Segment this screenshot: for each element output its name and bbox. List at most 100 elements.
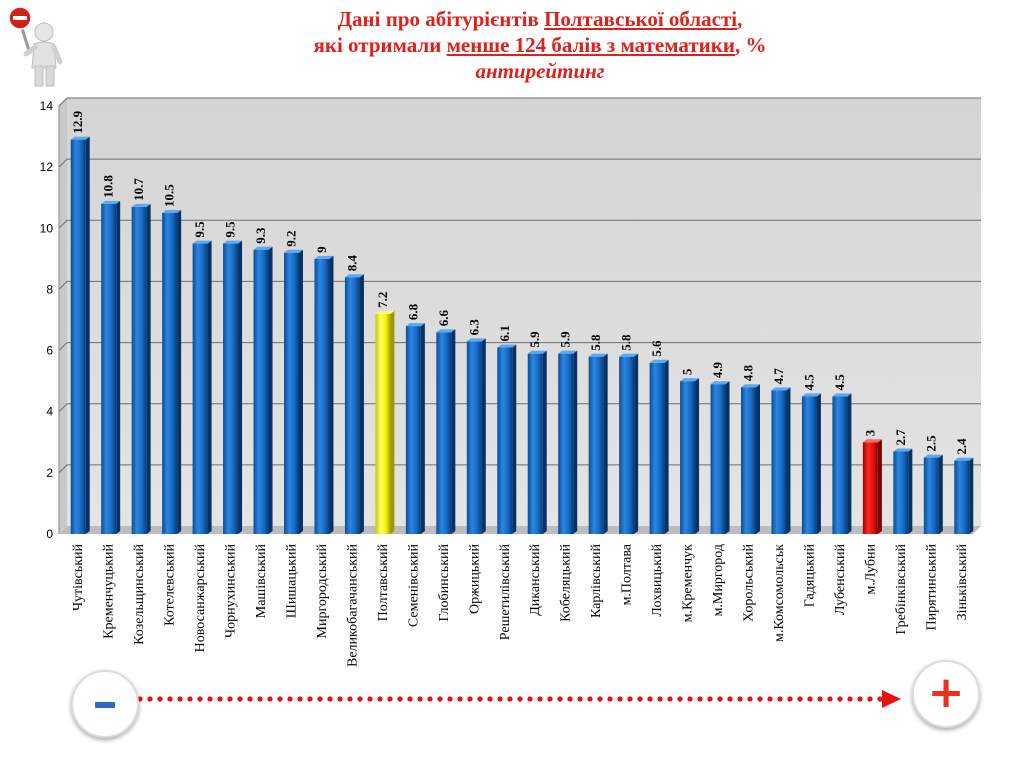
bar-14: [466, 338, 486, 534]
category-label: Глобинський: [437, 544, 452, 622]
bar-body: [801, 396, 817, 534]
arrow-dot: [347, 696, 353, 702]
arrow-dot: [207, 696, 213, 702]
arrow-dot: [227, 696, 233, 702]
bar-15: [497, 344, 517, 534]
bar-body: [162, 213, 178, 534]
arrow-dot: [457, 696, 463, 702]
bar-body: [314, 258, 330, 534]
arrow-dot: [417, 696, 423, 702]
data-label: 10.8: [101, 175, 116, 198]
bar-body: [893, 451, 909, 534]
data-label: 5.6: [649, 340, 664, 357]
data-label: 5.8: [619, 334, 634, 351]
arrow-dot: [587, 696, 593, 702]
arrow-head: [882, 690, 901, 708]
arrow-dot: [237, 696, 243, 702]
arrow-dot: [697, 696, 703, 702]
arrow-dot: [817, 696, 823, 702]
arrow-dot: [597, 696, 603, 702]
bar-27: [862, 439, 882, 534]
gridline: [58, 280, 981, 290]
bar-body: [832, 396, 848, 534]
data-label: 4.5: [832, 374, 847, 391]
bar-side: [85, 136, 90, 534]
category-label: м.Лубни: [863, 544, 878, 595]
arrow-dot: [307, 696, 313, 702]
arrow-dot: [367, 696, 373, 702]
bar-side: [329, 255, 334, 534]
data-label: 12.9: [70, 110, 85, 133]
bar-body: [710, 384, 726, 534]
bar-side: [451, 329, 456, 534]
bar-20: [649, 359, 669, 534]
data-label: 9.3: [253, 227, 268, 244]
title-line2-underlined: менше 124 балів з математики: [446, 33, 735, 57]
bar-24: [771, 387, 791, 534]
bar-5: [192, 240, 212, 535]
arrow-dot: [777, 696, 783, 702]
category-label: Новосанжарський: [193, 544, 208, 653]
bar-11: [375, 310, 395, 534]
data-label: 10.7: [131, 178, 146, 201]
title-line1-prefix: Дані про абітурієнтів: [337, 7, 545, 31]
bar-side: [756, 384, 760, 534]
bar-side: [268, 246, 273, 534]
bar-side: [146, 203, 151, 534]
minus-badge-icon: [71, 670, 139, 738]
bar-body: [223, 243, 239, 535]
data-label: 4.5: [801, 374, 816, 391]
bar-body: [619, 356, 635, 534]
arrow-dot: [547, 696, 553, 702]
y-tick-label: 6: [46, 344, 53, 358]
data-label: 7.2: [375, 292, 390, 308]
gridline: [58, 342, 981, 351]
arrow-dot: [577, 696, 583, 702]
category-label: Пирятинський: [924, 543, 939, 630]
arrow-dot: [737, 696, 743, 702]
gridline: [58, 464, 981, 474]
data-label: 4.8: [741, 365, 756, 382]
category-label: Миргородський: [315, 544, 330, 639]
bar-top: [375, 310, 395, 314]
gridline: [58, 219, 981, 229]
bar-side: [908, 448, 913, 534]
bar-side: [299, 249, 303, 534]
arrow-dot: [667, 696, 673, 702]
bar-18: [588, 353, 608, 534]
arrow-dot: [197, 696, 203, 702]
bar-top: [619, 353, 639, 357]
category-label: м.Комсомольськ: [772, 544, 787, 642]
data-label: 10.5: [162, 184, 177, 207]
data-label: 3: [862, 429, 877, 436]
bar-top: [405, 323, 425, 327]
data-label: 5.9: [527, 331, 542, 348]
arrow-dot: [437, 696, 443, 702]
bar-side: [695, 378, 700, 534]
bar-4: [162, 210, 182, 534]
bar-9: [314, 255, 334, 534]
bar-top: [527, 350, 547, 354]
arrow-dot: [277, 696, 283, 702]
minus-sign: [95, 702, 115, 708]
arrow-dot: [477, 696, 483, 702]
category-label: Шишацький: [285, 544, 300, 619]
arrow-dot: [757, 696, 763, 702]
data-label: 5: [680, 368, 695, 375]
data-label: 5.8: [588, 334, 603, 351]
gridline: [58, 97, 981, 107]
data-label: 6.6: [436, 309, 451, 326]
bar-top: [801, 393, 821, 397]
bar-side: [542, 350, 547, 534]
arrow-dot: [247, 696, 253, 702]
data-label: 9.5: [223, 221, 238, 238]
arrow-dot: [327, 696, 333, 702]
bar-23: [741, 384, 760, 534]
arrow-dot: [607, 696, 613, 702]
title-line3: антирейтинг: [475, 59, 605, 83]
bar-body: [497, 347, 513, 534]
arrow-dot: [407, 696, 413, 702]
bar-body: [101, 203, 117, 535]
arrow-dot: [217, 696, 223, 702]
